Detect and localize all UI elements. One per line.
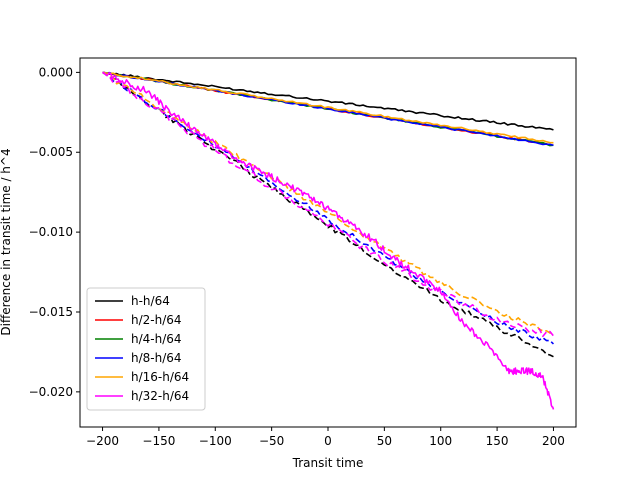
series-line-h-h/64	[102, 71, 554, 131]
legend-box	[86, 287, 206, 411]
x-tick-label: 100	[429, 434, 452, 448]
series-line-h/32-h/64	[102, 71, 555, 410]
y-axis-label: Difference in transit time / h^4	[0, 148, 13, 335]
series-line-dashed-8	[102, 71, 555, 338]
series-line-dashed-7	[102, 71, 554, 336]
y-tick-label: −0.015	[29, 305, 73, 319]
legend-entry: h/8-h/64	[131, 351, 182, 365]
y-axis: 0.000 −0.005 −0.010 −0.015 −0.020	[29, 65, 80, 399]
x-tick-label: −50	[259, 434, 284, 448]
series-line-h/16-h/64	[102, 71, 554, 144]
legend-entry: h/2-h/64	[131, 313, 182, 327]
x-axis: −200 −150 −100 −50 0 50 100 150 200	[86, 427, 565, 448]
y-tick-label: −0.010	[29, 225, 73, 239]
legend-entry: h/32-h/64	[131, 389, 189, 403]
y-tick-label: −0.005	[29, 145, 73, 159]
x-tick-label: 0	[324, 434, 332, 448]
series-line-dashed-5	[102, 71, 554, 358]
y-tick-label: −0.020	[29, 385, 73, 399]
legend: h-h/64 h/2-h/64 h/4-h/64 h/8-h/64 h/16-h/64 h…	[86, 287, 206, 411]
x-tick-label: 200	[542, 434, 565, 448]
x-tick-label: −150	[142, 434, 175, 448]
x-tick-label: −200	[86, 434, 119, 448]
legend-entry: h-h/64	[131, 294, 170, 308]
x-axis-label: Transit time	[292, 456, 364, 470]
x-tick-label: 150	[486, 434, 509, 448]
plot-lines	[102, 71, 555, 410]
legend-entry: h/4-h/64	[131, 332, 182, 346]
legend-entry: h/16-h/64	[131, 370, 189, 384]
x-tick-label: −100	[199, 434, 232, 448]
x-tick-label: 50	[377, 434, 392, 448]
y-tick-label: 0.000	[39, 65, 73, 79]
